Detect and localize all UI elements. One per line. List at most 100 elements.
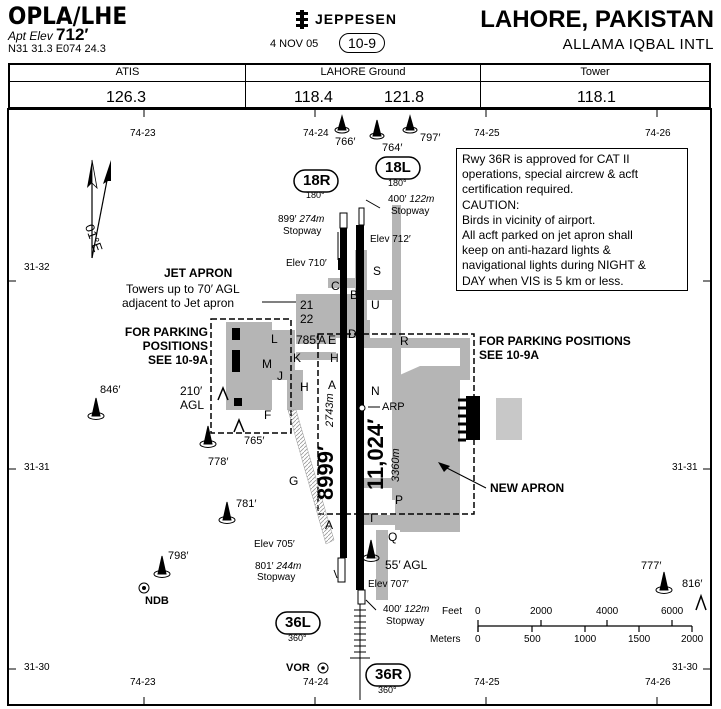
new-apron-arrow	[438, 462, 450, 472]
taxiway-u: U	[371, 298, 380, 312]
vor-label: VOR	[286, 662, 310, 674]
freq-ground: LAHORE Ground 118.4 121.8	[246, 65, 481, 107]
freq-ground-value-2: 121.8	[384, 89, 425, 106]
taxiway-f: F	[264, 408, 272, 422]
obstacle-797-label: 797′	[420, 132, 441, 144]
rwy-36l-ident	[275, 611, 321, 635]
scale-feet-label: Feet	[442, 606, 463, 617]
chart-date: 4 NOV 05	[270, 38, 319, 50]
agl-55-label: 55′ AGL	[385, 558, 428, 572]
apt-elev-value: 712′	[56, 25, 89, 44]
rwy-36r-stopway: 400′ 122m	[383, 604, 429, 615]
rwy-18l-stopway-label: Stopway	[391, 206, 430, 217]
rwy-18l-heading: 180°	[388, 178, 407, 188]
taxiway-h-north: H	[330, 351, 339, 365]
obstacle-846-icon	[87, 397, 105, 420]
note-line-9: DAY when VIS is 5 km or less.	[462, 273, 624, 288]
freq-tower: Tower 118.1	[481, 65, 709, 107]
parking-right-line-1: FOR PARKING POSITIONS	[479, 334, 631, 348]
freq-tower-value: 118.1	[577, 89, 616, 106]
new-apron-label: NEW APRON	[490, 481, 565, 495]
taxiway-22: 22	[300, 312, 314, 326]
scale-feet-0: 0	[475, 606, 481, 617]
rwy-18l-stopway-ft: 400′	[388, 194, 407, 205]
taxiway-b: B	[350, 288, 359, 302]
rwy-36l-stopway-m: 244m	[276, 561, 302, 572]
taxiway-n: N	[371, 384, 380, 398]
obstacle-unlit-marks	[217, 386, 707, 611]
note-line-5: Birds in vicinity of airport.	[462, 212, 596, 227]
terminal-building	[458, 396, 480, 442]
scale-m-0: 0	[475, 634, 481, 645]
lon-label-top-2: 74-24	[303, 128, 329, 139]
freq-atis: ATIS 126.3	[10, 65, 246, 107]
note-line-8: navigational lights during NIGHT &	[462, 258, 646, 273]
obstacle-781-label: 781′	[236, 498, 257, 510]
obstacle-798-icon	[153, 555, 171, 578]
scale-m-1000: 1000	[574, 634, 597, 645]
rwy-36l-heading: 360°	[288, 633, 307, 643]
rwy-right-length-m: 3360m	[390, 448, 402, 482]
rwy-18r-heading: 180°	[306, 190, 325, 200]
taxiway-q: Q	[388, 530, 398, 544]
apt-elev-label: Apt Elev	[8, 29, 53, 43]
rwy-36l-stopway-label: Stopway	[257, 572, 296, 583]
jet-apron-parking-box	[210, 318, 292, 434]
rwy-36r-stopway-ft: 400′	[383, 604, 402, 615]
jet-apron-note-2: adjacent to Jet apron	[122, 296, 235, 310]
taxiway-p: P	[395, 493, 404, 507]
freq-ground-label: LAHORE Ground	[246, 65, 480, 82]
lon-label-bottom-1: 74-23	[130, 677, 156, 688]
lon-label-top-3: 74-25	[474, 128, 500, 139]
rwy-36l-elev: Elev 705′	[254, 539, 295, 550]
lon-label-bottom-4: 74-26	[645, 677, 671, 688]
map-frame	[7, 108, 712, 706]
scale-feet-2000: 2000	[530, 606, 553, 617]
lon-label-bottom-2: 74-24	[303, 677, 329, 688]
rwy-18r-label: 18R	[303, 172, 331, 189]
lon-label-top-1: 74-23	[130, 128, 156, 139]
taxiway-g: G	[289, 474, 299, 488]
ndb-icon	[138, 582, 150, 594]
rwy-right-length-ft: 11,024′	[363, 419, 388, 490]
rwy-18l-ident	[375, 156, 421, 180]
scale-meters-label: Meters	[430, 634, 461, 645]
rwy-18r-stopway-label: Stopway	[283, 226, 322, 237]
taxiway-k: K	[293, 351, 302, 365]
scale-m-500: 500	[524, 634, 541, 645]
lon-label-bottom-3: 74-25	[474, 677, 500, 688]
obstacle-778-label: 778′	[208, 456, 229, 468]
lat-label-right-1: 31-31	[672, 462, 698, 473]
obstacle-785: 785′	[296, 333, 319, 347]
lon-label-top-4: 74-26	[645, 128, 671, 139]
rwy-18l-label: 18L	[385, 159, 411, 176]
freq-atis-label: ATIS	[10, 65, 245, 82]
lat-label-left-2: 31-31	[24, 462, 50, 473]
new-apron-parking-box	[317, 333, 475, 515]
obstacle-781-icon	[218, 501, 236, 524]
parking-left-line-1: FOR PARKING	[124, 325, 208, 339]
obstacle-765-label: 765′	[244, 435, 265, 447]
rwy-18l-stopway: 400′ 122m	[388, 194, 434, 205]
note-line-4: CAUTION:	[462, 197, 520, 212]
obstacle-777-label: 777′	[641, 560, 662, 572]
airport-name: ALLAMA IQBAL INTL	[562, 36, 714, 53]
lat-label-left-1: 31-32	[24, 262, 50, 273]
approach-lights-36r	[350, 604, 370, 700]
jet-apron-note-1: Towers up to 70′ AGL	[126, 282, 240, 296]
runway-18r-36l	[337, 212, 348, 583]
rwy-18r-stopway: 899′ 274m	[278, 214, 324, 225]
taxiway-d: D	[348, 327, 357, 341]
rwy-36r-elev: Elev 707′	[368, 579, 409, 590]
jeppesen-brand: JEPPESEN	[315, 11, 397, 27]
freq-atis-value: 126.3	[106, 89, 147, 106]
obstacle-798-label: 798′	[168, 550, 189, 562]
obstacle-symbols	[87, 114, 673, 594]
jeppesen-logo-icon	[296, 10, 308, 29]
taxiway-m: M	[262, 357, 272, 371]
rwy-18r-stopway-m: 274m	[299, 214, 325, 225]
obstacle-797-icon	[402, 114, 418, 134]
taxiway-s: S	[373, 264, 382, 278]
scale-feet-6000: 6000	[661, 606, 684, 617]
